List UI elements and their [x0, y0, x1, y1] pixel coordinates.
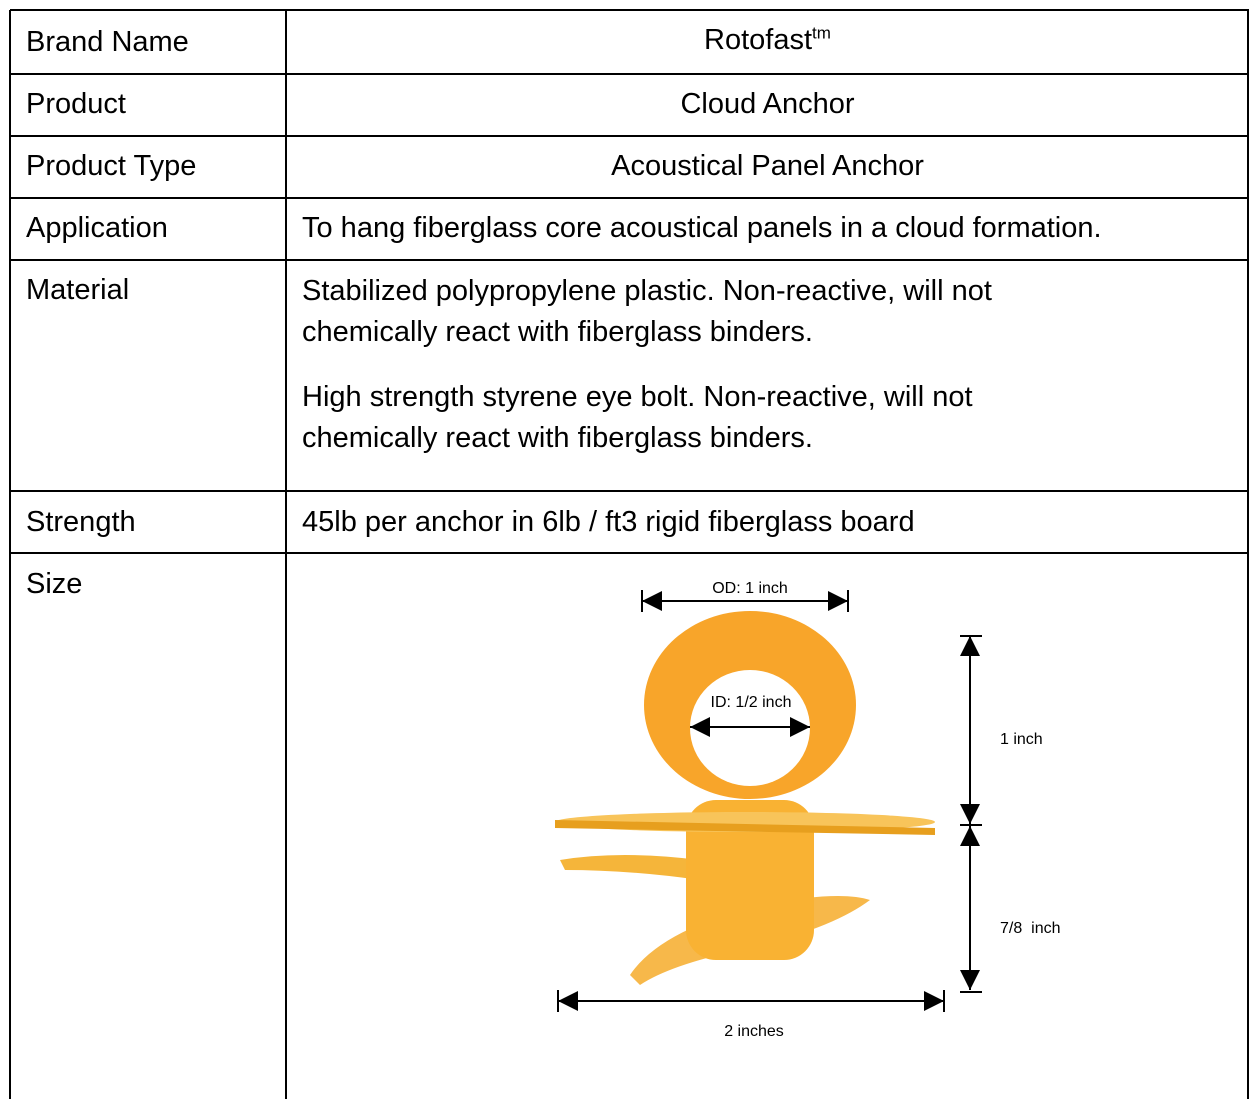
row-border: [10, 259, 1249, 261]
row-value: Stabilized polypropylene plastic. Non-re…: [286, 259, 1249, 459]
row-label: Material: [26, 274, 130, 306]
row-border: [10, 9, 1249, 11]
row-border: [10, 73, 1249, 75]
dimension-label: OD: 1 inch: [712, 580, 788, 597]
paragraph: Stabilized polypropylene plastic. Non-re…: [302, 275, 992, 348]
col-border: [9, 10, 11, 1099]
row-label: Product: [26, 88, 126, 120]
dimension-label: ID: 1/2 inch: [711, 694, 792, 711]
row-label: Brand Name: [26, 26, 189, 58]
row-label: Application: [26, 212, 168, 244]
row-value: Acoustical Panel Anchor: [611, 150, 924, 182]
row-value: Cloud Anchor: [680, 88, 855, 120]
brand-name: Rotofast: [704, 24, 813, 56]
row-border: [10, 135, 1249, 137]
row-value: 45lb per anchor in 6lb / ft3 rigid fiber…: [302, 506, 915, 538]
row-border: [10, 197, 1249, 199]
row-value: To hang fiberglass core acoustical panel…: [302, 212, 1102, 244]
row-label: Size: [26, 568, 83, 600]
row-value: Rotofasttm: [286, 9, 1249, 58]
paragraph: High strength styrene eye bolt. Non-reac…: [302, 381, 973, 454]
anchor-illustration: [555, 611, 935, 985]
dimension-label: 1 inch: [1000, 731, 1043, 748]
col-border: [285, 10, 287, 1099]
dimension-label: 7/8 inch: [1000, 920, 1060, 937]
row-label: Product Type: [26, 150, 197, 182]
row-border: [10, 490, 1249, 492]
trademark: tm: [812, 23, 831, 43]
col-border: [1247, 10, 1249, 1099]
dimension-label: 2 inches: [724, 1023, 784, 1040]
row-label: Strength: [26, 506, 136, 538]
row-border: [10, 552, 1249, 554]
